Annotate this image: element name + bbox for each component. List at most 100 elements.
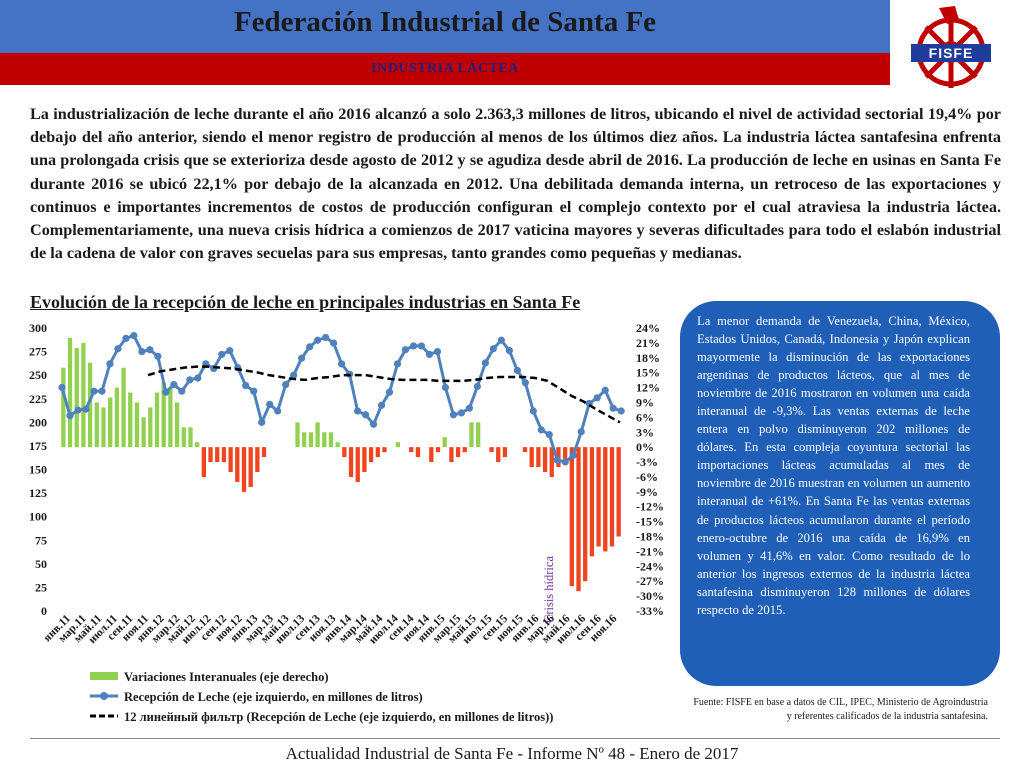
reception-point: [401, 346, 410, 354]
bar: [61, 367, 66, 448]
bar: [469, 422, 474, 448]
y-left-tick: 175: [29, 439, 47, 453]
reception-point: [489, 345, 497, 353]
bar: [114, 387, 120, 448]
reception-point: [369, 420, 378, 428]
bar: [342, 447, 347, 458]
reception-point: [409, 342, 418, 350]
trend-polyline: [147, 365, 621, 424]
trend-line: [147, 365, 621, 424]
reception-point: [58, 383, 66, 392]
bar: [382, 447, 387, 453]
reception-point: [82, 405, 90, 413]
bar: [455, 447, 461, 458]
bar: [315, 422, 320, 448]
bar: [67, 337, 73, 448]
reception-point: [353, 407, 362, 415]
y-right-tick: 3%: [636, 425, 654, 439]
page-footer: Actualidad Industrial de Santa Fe - Info…: [285, 744, 739, 763]
bar: [121, 367, 126, 448]
reception-point: [114, 345, 122, 353]
bar: [496, 447, 501, 463]
bar: [562, 447, 568, 463]
y-right-tick: -24%: [636, 559, 664, 573]
bar: [181, 427, 186, 448]
y-right-tick: -18%: [636, 530, 664, 544]
header-red-bar: [0, 53, 890, 85]
bar: [161, 382, 166, 448]
bar: [248, 447, 253, 487]
y-left-tick: 250: [29, 368, 47, 382]
legend: Variaciones Interanuales (eje derecho) R…: [90, 670, 553, 724]
reception-point: [250, 387, 258, 395]
bar: [489, 447, 494, 453]
y-right-tick: -33%: [636, 604, 664, 618]
interannual-bars: [61, 337, 621, 592]
y-right-tick: 0%: [636, 440, 654, 454]
reception-point: [266, 400, 274, 409]
y-right-axis: 24%21%18%15%12%9%6%3%0%-3%-6%-9%-12%-15%…: [636, 321, 664, 618]
bar: [188, 427, 193, 448]
y-right-tick: -27%: [636, 574, 664, 588]
reception-point: [106, 360, 114, 368]
bar: [395, 442, 401, 448]
reception-point: [122, 334, 130, 342]
bar: [261, 447, 267, 458]
reception-point: [457, 409, 466, 417]
y-right-tick: 21%: [636, 336, 660, 350]
header-blue-bar: [0, 0, 890, 53]
bar: [476, 422, 481, 448]
bar: [348, 447, 354, 477]
y-left-tick: 75: [35, 533, 47, 547]
source-line-2: y referentes calificados de la industria…: [786, 711, 988, 722]
source-note: Fuente: FISFE en base a datos de CIL, IP…: [608, 696, 988, 724]
bar: [603, 447, 608, 552]
reception-point: [521, 379, 529, 387]
logo-text: FISFE: [929, 45, 974, 61]
reception-point: [178, 387, 186, 395]
bar: [576, 447, 581, 592]
y-left-tick: 50: [35, 557, 47, 571]
legend-label-line: Recepción de Leche (eje izquierdo, en mi…: [124, 690, 423, 704]
reception-point: [330, 339, 338, 347]
bar: [442, 437, 447, 448]
bar: [128, 392, 133, 448]
reception-point: [609, 404, 617, 412]
bar: [174, 402, 180, 448]
bar: [355, 447, 360, 482]
reception-point: [242, 381, 250, 390]
y-right-tick: -3%: [636, 455, 658, 469]
reception-point: [393, 360, 402, 368]
reception-point: [529, 407, 537, 415]
fisfe-logo-icon: FISFE: [911, 6, 991, 88]
bar: [228, 447, 233, 472]
y-left-tick: 100: [29, 510, 47, 524]
y-right-tick: 24%: [636, 321, 660, 335]
reception-point: [162, 388, 170, 396]
bar: [415, 447, 421, 458]
reception-point: [361, 411, 370, 419]
bar: [462, 447, 467, 453]
reception-point: [577, 428, 585, 436]
bar: [589, 447, 595, 557]
bar: [308, 432, 314, 448]
reception-point: [194, 374, 202, 382]
bar: [94, 402, 99, 448]
reception-point: [601, 386, 609, 394]
bar: [108, 397, 113, 448]
bar: [208, 447, 213, 463]
legend-swatch-bars: [90, 672, 118, 680]
y-left-tick: 150: [29, 463, 47, 477]
reception-point: [425, 350, 434, 359]
y-right-tick: -9%: [636, 485, 658, 499]
reception-point: [298, 354, 306, 362]
bar: [449, 447, 454, 463]
bar: [609, 447, 615, 547]
page-title: Federación Industrial de Santa Fe: [233, 6, 657, 38]
y-right-tick: 9%: [636, 395, 654, 409]
bar: [429, 447, 434, 463]
reception-point: [545, 430, 553, 439]
y-right-tick: -15%: [636, 515, 664, 529]
bar: [536, 447, 541, 468]
